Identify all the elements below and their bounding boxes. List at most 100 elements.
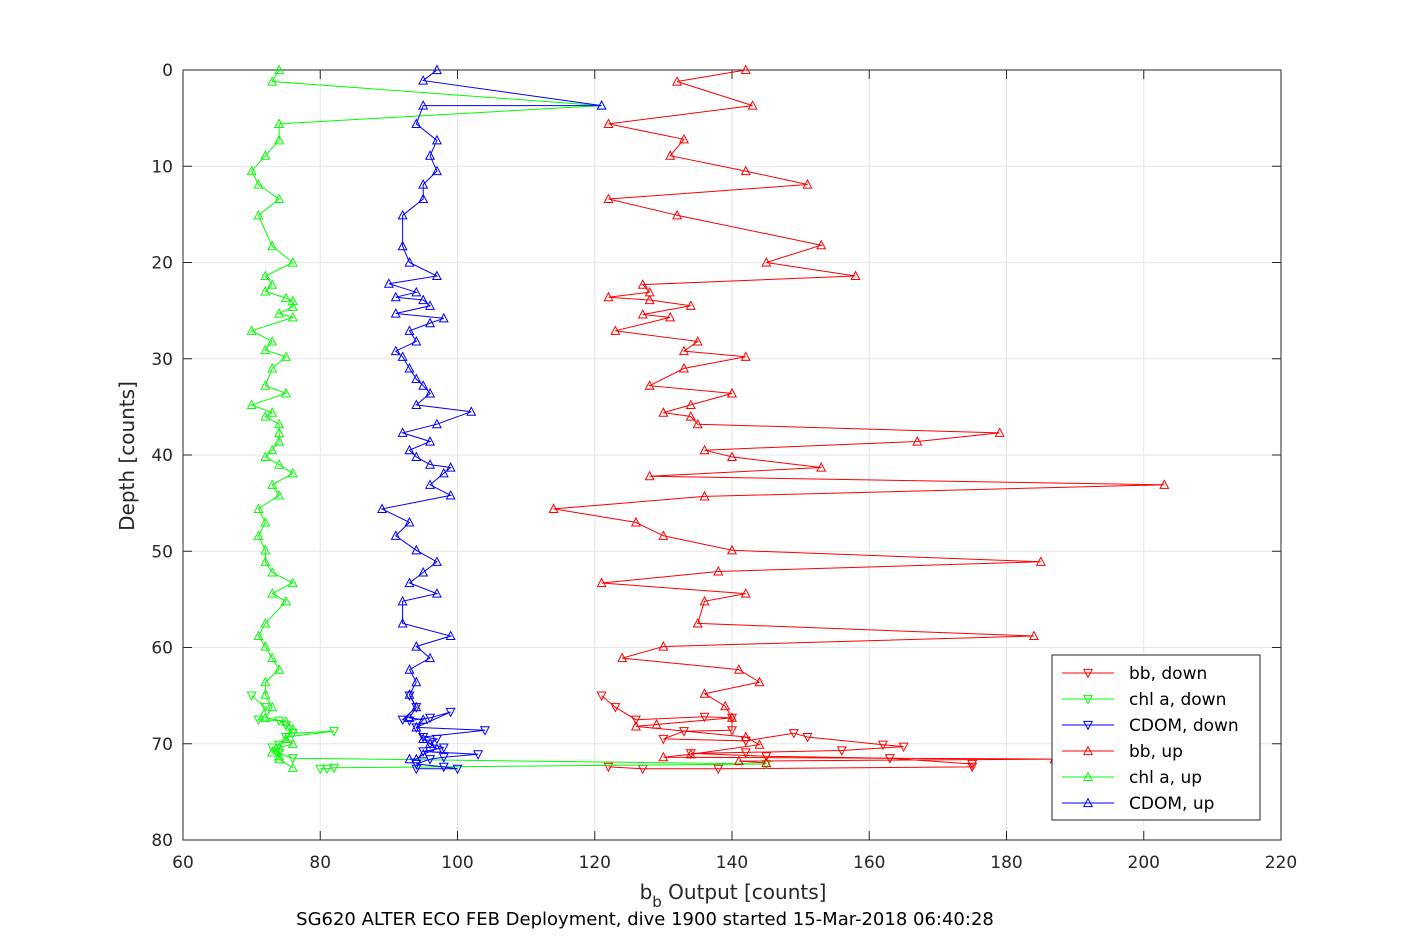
data-point-chl-a-up — [267, 444, 278, 455]
data-point-bb-down — [967, 759, 978, 770]
legend-marker — [1082, 797, 1094, 808]
legend-marker — [1082, 720, 1094, 731]
data-point-cdom-up — [438, 312, 449, 323]
data-point-cdom-down — [411, 764, 422, 775]
data-point-bb-down — [967, 762, 978, 773]
legend-label: CDOM, up — [1129, 794, 1214, 814]
legend-marker — [1082, 771, 1094, 782]
data-point-bb-down — [713, 764, 724, 775]
data-point-cdom-up — [418, 294, 429, 305]
data-point-bb-down — [802, 732, 813, 743]
data-point-chl-a-up — [287, 301, 298, 311]
data-point-chl-a-up — [260, 617, 271, 628]
data-point-bb-up — [713, 565, 724, 576]
legend-label: chl a, up — [1129, 768, 1202, 788]
data-point-chl-a-up — [260, 641, 271, 651]
data-point-cdom-up — [425, 652, 436, 663]
data-point-bb-up — [672, 209, 683, 220]
data-point-cdom-up — [425, 459, 436, 469]
data-point-bb-up — [665, 150, 676, 160]
data-point-chl-a-up — [267, 76, 278, 86]
data-point-cdom-up — [411, 721, 422, 732]
data-point-bb-down — [836, 746, 847, 756]
data-point-cdom-down — [479, 726, 490, 736]
data-point-cdom-up — [418, 75, 429, 85]
data-point-cdom-down — [438, 762, 449, 773]
data-point-cdom-up — [404, 516, 415, 527]
data-point-bb-down — [788, 729, 799, 739]
data-point-chl-a-up — [274, 459, 285, 469]
data-point-bb-down — [630, 715, 641, 726]
data-point-cdom-up — [431, 588, 442, 598]
data-point-bb-up — [630, 720, 641, 731]
data-point-cdom-up — [411, 373, 422, 384]
y-tick-label: 70 — [151, 735, 173, 755]
x-tick-label: 160 — [853, 853, 885, 873]
data-point-cdom-up — [418, 193, 429, 204]
data-point-chl-a-up — [260, 516, 271, 527]
data-point-cdom-down — [397, 715, 408, 726]
data-point-chl-a-up — [260, 712, 271, 722]
data-point-bb-up — [802, 179, 813, 189]
data-point-cdom-down — [438, 753, 449, 763]
data-point-cdom-up — [404, 689, 415, 699]
data-point-chl-a-up — [287, 295, 298, 306]
data-point-cdom-up — [397, 209, 408, 220]
data-point-bb-up — [692, 335, 703, 346]
data-point-chl-a-up — [253, 179, 264, 189]
y-tick-label: 40 — [151, 446, 173, 466]
data-point-cdom-up — [431, 743, 442, 753]
series-line-chl-a-up — [250, 69, 602, 769]
data-point-cdom-down — [411, 759, 422, 770]
data-point-bb-up — [726, 712, 738, 722]
data-point-bb-down — [761, 752, 772, 762]
data-point-bb-down — [699, 712, 710, 723]
data-point-bb-up — [658, 407, 669, 417]
data-point-chl-a-up — [280, 292, 291, 303]
data-point-cdom-up — [383, 278, 394, 288]
data-point-cdom-up — [397, 617, 408, 628]
data-point-bb-up — [761, 257, 772, 267]
y-tick-label: 60 — [151, 639, 173, 659]
data-point-cdom-up — [431, 418, 442, 429]
data-point-chl-a-down — [274, 740, 285, 751]
data-point-cdom-down — [438, 743, 449, 754]
data-point-chl-a-up — [253, 209, 264, 220]
data-point-cdom-up — [390, 530, 401, 540]
data-point-cdom-up — [425, 317, 436, 328]
data-point-bb-up — [685, 748, 696, 759]
data-point-bb-up — [685, 399, 696, 410]
data-point-chl-a-up — [274, 308, 285, 318]
data-point-cdom-up — [418, 100, 429, 110]
y-tick-label: 80 — [151, 831, 173, 851]
data-point-chl-a-up — [267, 362, 278, 373]
data-point-chl-a-up — [260, 150, 271, 160]
data-point-cdom-up — [411, 399, 422, 410]
data-point-bb-up — [637, 279, 648, 289]
legend-label: bb, up — [1129, 742, 1183, 762]
legend-marker — [1082, 694, 1094, 705]
data-point-cdom-up — [397, 427, 408, 437]
legend-marker — [1082, 668, 1094, 679]
data-point-bb-up — [1035, 556, 1046, 566]
data-point-bb-up — [816, 239, 827, 250]
data-point-bb-up — [726, 451, 738, 461]
data-point-bb-up — [733, 755, 744, 766]
legend-entry: bb, up — [1062, 742, 1183, 762]
data-point-bb-down — [898, 742, 909, 753]
x-tick-label: 100 — [441, 853, 473, 873]
data-point-cdom-down — [425, 755, 436, 765]
x-tick-label: 60 — [172, 853, 194, 873]
figure-caption: SG620 ALTER ECO FEB Deployment, dive 190… — [296, 909, 994, 930]
data-point-bb-up — [761, 757, 772, 768]
data-point-chl-a-up — [287, 738, 298, 748]
data-point-chl-a-up — [274, 753, 285, 764]
data-point-cdom-up — [404, 664, 415, 674]
data-point-chl-a-up — [260, 676, 271, 687]
data-point-cdom-down — [404, 691, 415, 702]
data-point-cdom-up — [418, 179, 429, 189]
data-point-cdom-up — [397, 595, 408, 606]
data-point-cdom-up — [376, 503, 388, 513]
data-point-bb-up — [603, 193, 614, 204]
data-point-cdom-up — [390, 308, 401, 318]
